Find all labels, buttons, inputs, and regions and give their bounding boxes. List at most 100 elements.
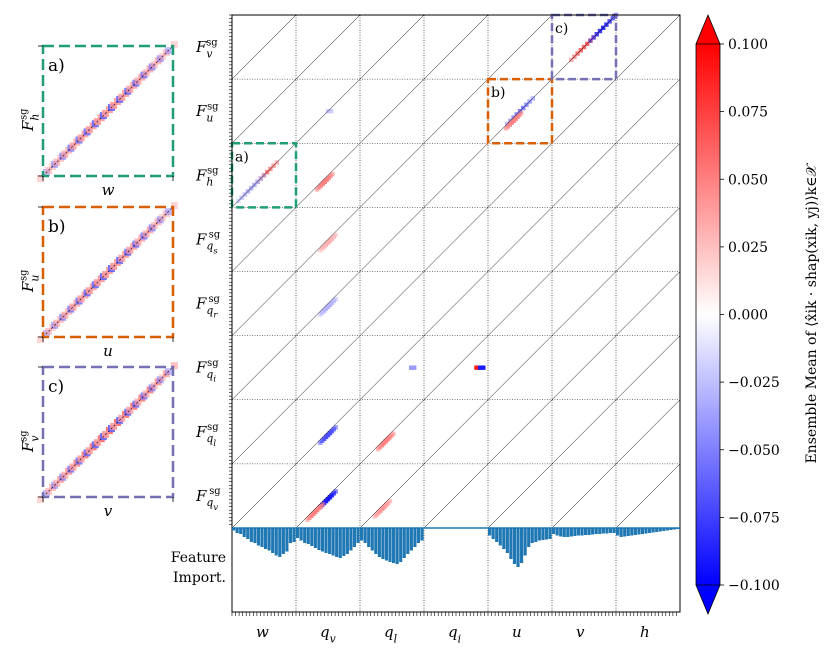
importance-bar-80	[516, 528, 520, 567]
diag-line	[423, 207, 489, 272]
importance-bar-4	[246, 528, 250, 539]
inset-cell-1-14-2	[162, 210, 170, 218]
diag-line	[551, 335, 617, 400]
importance-bar-14	[281, 528, 285, 554]
inset-cell-2-10-0	[118, 414, 126, 422]
importance-bar-86	[537, 528, 541, 541]
inset-cell-0-0-0	[37, 175, 44, 182]
importance-bar-78	[509, 528, 513, 559]
diag-line	[487, 399, 553, 465]
importance-bar-47	[399, 528, 403, 562]
importance-bar-100	[587, 528, 591, 535]
diag-line	[295, 463, 361, 529]
heatmap-cell-4-1	[328, 108, 334, 114]
inset-cell-0-10-0	[118, 93, 126, 101]
inset-cell-2-9-0	[110, 422, 118, 430]
importance-bar-84	[530, 528, 534, 543]
diag-line	[295, 207, 361, 272]
importance-bar-23	[313, 528, 317, 548]
importance-bar-108	[616, 528, 620, 536]
importance-bar-76	[502, 528, 506, 549]
importance-bar-26	[324, 528, 328, 553]
diag-line	[295, 335, 361, 400]
diag-line	[551, 78, 617, 144]
feature-importance-panel: Feature Import.	[171, 527, 680, 586]
inset-panels: a) w Fhsg b) u Fusg c) v Fvsg	[18, 41, 178, 520]
heatmap-cell-10-0	[409, 365, 414, 370]
diag-line	[615, 399, 681, 465]
importance-bar-73	[491, 528, 495, 539]
inset-cell-0-11-0	[126, 85, 134, 93]
importance-bar-13	[278, 528, 282, 557]
diag-line	[359, 78, 425, 144]
diag-line	[615, 335, 681, 400]
importance-bar-27	[328, 528, 332, 554]
colorbar-tick-label-2: 0.050	[728, 172, 768, 188]
importance-bar-112	[630, 528, 634, 536]
diag-line	[295, 78, 361, 144]
colorbar-max-arrow	[695, 13, 721, 45]
inset-cell-2-3-0	[61, 471, 69, 479]
inset-label-0: a)	[48, 56, 65, 76]
importance-bar-28	[331, 528, 335, 556]
importance-bar-122	[665, 528, 669, 531]
importance-bar-24	[317, 528, 321, 550]
colorbar-label: Ensemble Mean of ⟨x̂ik · shap(xik, yj)⟩k…	[804, 162, 820, 463]
row-label-1: Fusg	[195, 101, 219, 124]
diag-line	[231, 78, 297, 144]
inset-cell-2-4-0	[69, 463, 77, 471]
importance-bar-87	[541, 528, 545, 540]
diag-line	[231, 463, 297, 529]
diag-line	[359, 143, 425, 208]
diag-line	[551, 271, 617, 336]
importance-bar-101	[591, 528, 595, 535]
col-label-1: qv	[320, 623, 336, 645]
row-label-0: Fvsg	[195, 37, 218, 60]
colorbar-tick-label-5: −0.025	[728, 375, 780, 391]
importance-bar-99	[584, 528, 588, 535]
importance-bar-0	[232, 528, 236, 531]
highlight-label-2: c)	[555, 21, 568, 37]
colorbar-tick-label-6: −0.050	[728, 443, 780, 459]
col-label-0: w	[256, 623, 269, 641]
row-label-2: Fhsg	[195, 166, 219, 189]
plot-background	[232, 15, 680, 613]
importance-bar-111	[626, 528, 630, 536]
inset-cell-1-3-0	[61, 311, 69, 319]
diag-line	[231, 271, 297, 336]
importance-bar-34	[352, 528, 357, 547]
inset-ylabel-1: Fusg	[18, 269, 41, 293]
importance-bar-96	[573, 528, 577, 536]
highlight-label-1: b)	[491, 85, 505, 101]
highlight-box-0	[230, 142, 298, 209]
importance-bar-12	[274, 528, 278, 556]
row-label-3: Fqssg	[195, 230, 221, 256]
diag-line	[551, 463, 617, 529]
colorbar-tick-label-1: 0.075	[728, 105, 768, 121]
diag-line	[487, 14, 553, 80]
importance-bar-18	[296, 528, 300, 538]
importance-bar-10	[267, 528, 271, 551]
diag-line	[615, 463, 681, 529]
diag-line	[487, 143, 553, 208]
inset-cell-1-11-0	[126, 246, 134, 254]
importance-bar-39	[370, 528, 374, 551]
heatmap-cell-8-8	[333, 232, 338, 238]
inset-cell-1-0-0	[37, 336, 44, 343]
inset-cell-0-14-2	[162, 49, 170, 57]
importance-bar-93	[562, 528, 566, 537]
importance-bar-29	[335, 528, 339, 557]
importance-bar-53	[420, 528, 424, 541]
diag-line	[551, 399, 617, 465]
importance-bar-102	[594, 528, 598, 534]
importance-bar-118	[651, 528, 655, 533]
importance-bar-123	[669, 528, 673, 530]
colorbar-tick-label-4: 0.000	[728, 308, 768, 324]
diag-line	[423, 143, 489, 208]
importance-bar-31	[342, 528, 346, 556]
diag-line	[231, 335, 297, 400]
importance-bar-82	[523, 528, 527, 556]
importance-bar-11	[271, 528, 275, 553]
importance-bar-75	[498, 528, 502, 546]
